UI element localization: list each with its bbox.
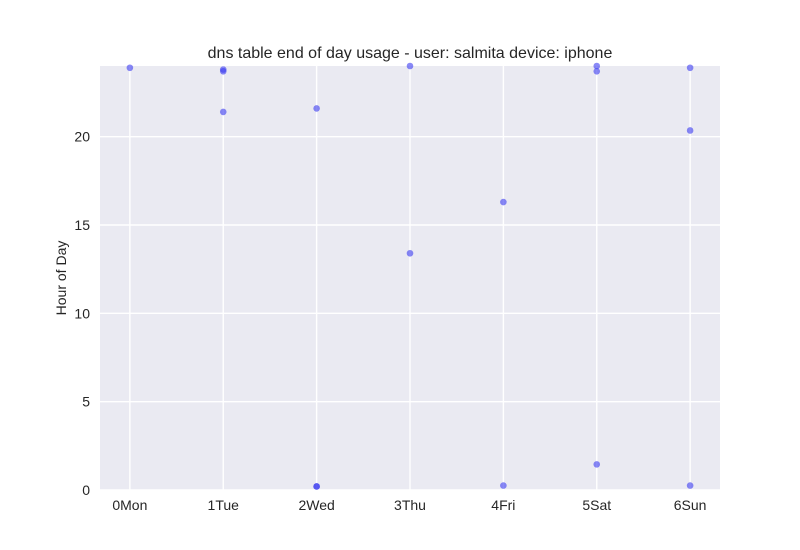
- data-point: [313, 105, 320, 112]
- x-tick-label: 4Fri: [491, 497, 515, 513]
- data-point: [686, 127, 694, 134]
- y-tick-label: 5: [82, 394, 90, 410]
- data-point: [126, 64, 134, 72]
- chart-title: dns table end of day usage - user: salmi…: [208, 45, 613, 62]
- data-point: [219, 68, 227, 75]
- data-point: [313, 483, 320, 490]
- x-tick-label: 3Thu: [394, 497, 426, 513]
- x-tick-label: 1Tue: [208, 497, 240, 513]
- data-point: [686, 64, 694, 72]
- y-tick-label: 20: [74, 129, 90, 145]
- x-tick-label: 5Sat: [582, 497, 611, 513]
- x-tick-label: 6Sun: [674, 497, 707, 513]
- data-point: [593, 62, 601, 70]
- x-tick-label: 0Mon: [112, 497, 147, 513]
- y-tick-label: 0: [82, 482, 90, 498]
- data-point: [500, 482, 507, 489]
- y-tick-label: 15: [74, 217, 90, 233]
- data-point: [219, 108, 227, 116]
- y-axis-label: Hour of Day: [53, 241, 69, 316]
- data-point: [500, 198, 507, 206]
- data-point: [593, 68, 601, 75]
- data-point: [593, 461, 601, 468]
- y-tick-label: 10: [74, 305, 90, 321]
- grid-lines: [100, 66, 720, 491]
- x-tick-label: 2Wed: [298, 497, 334, 513]
- data-points: [126, 62, 694, 490]
- data-point: [686, 482, 694, 489]
- data-point: [406, 249, 414, 257]
- y-tick-labels: 0 5 10 15 20: [74, 129, 90, 498]
- x-tick-labels: 0Mon 1Tue 2Wed 3Thu 4Fri 5Sat 6Sun: [112, 497, 706, 513]
- data-point: [406, 62, 414, 70]
